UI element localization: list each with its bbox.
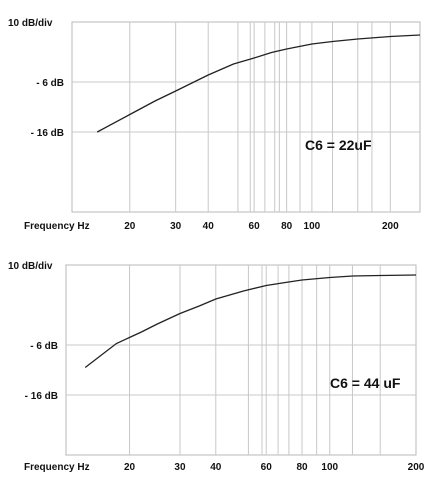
chart1-x-axis-label: Frequency Hz xyxy=(24,221,90,232)
chart2-y-tick-label: - 6 dB xyxy=(30,341,58,352)
chart1-x-tick-label: 30 xyxy=(170,221,182,232)
chart1-x-tick-label: 100 xyxy=(304,221,321,232)
chart1-capacitor-annotation: C6 = 22uF xyxy=(305,137,372,153)
chart2-x-tick-label: 40 xyxy=(210,462,222,473)
chart2-scale-label: 10 dB/div xyxy=(8,261,53,272)
chart2-x-tick-label: 200 xyxy=(408,462,425,473)
chart2-response-curve xyxy=(84,274,417,369)
chart1-x-tick-label: 20 xyxy=(124,221,136,232)
chart1-response-curve xyxy=(96,34,421,133)
chart1-x-tick-label: 80 xyxy=(281,221,293,232)
chart1-scale-label: 10 dB/div xyxy=(8,18,53,29)
chart1-x-tick-label: 40 xyxy=(203,221,215,232)
chart1-y-tick-label: - 16 dB xyxy=(31,128,64,139)
chart2-x-axis-label: Frequency Hz xyxy=(24,462,90,473)
chart2-x-tick-label: 30 xyxy=(174,462,186,473)
chart1-plot-frame xyxy=(71,21,421,213)
chart2-y-tick-label: - 16 dB xyxy=(25,391,58,402)
chart1-y-tick-label: - 6 dB xyxy=(36,78,64,89)
chart1-x-tick-label: 200 xyxy=(382,221,399,232)
chart2-plot-frame xyxy=(65,264,417,456)
chart2-x-tick-label: 60 xyxy=(261,462,273,473)
chart2-x-tick-label: 100 xyxy=(321,462,338,473)
chart2-capacitor-annotation: C6 = 44 uF xyxy=(330,375,401,391)
chart2-x-tick-label: 80 xyxy=(296,462,308,473)
chart2-x-tick-label: 20 xyxy=(124,462,136,473)
chart1-x-tick-label: 60 xyxy=(249,221,261,232)
